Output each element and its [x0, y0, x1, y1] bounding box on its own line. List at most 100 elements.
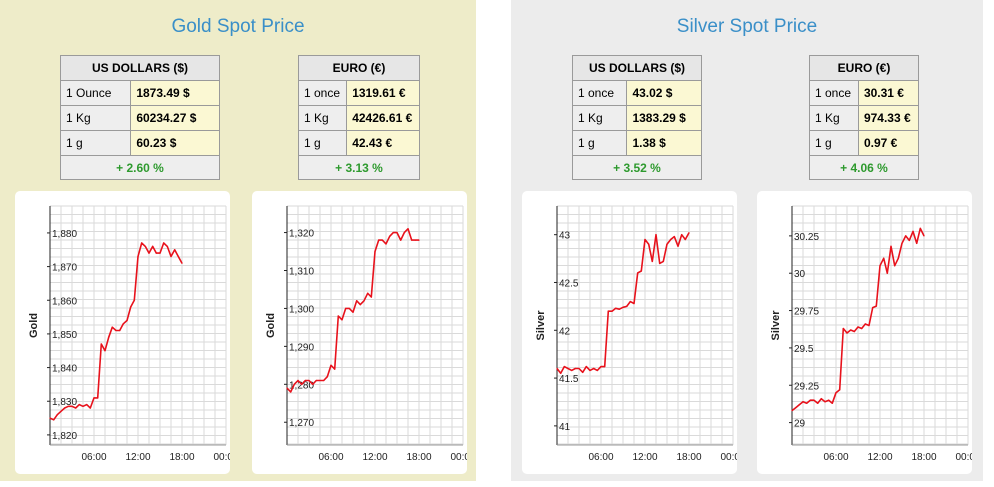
y-tick-label: 1,830	[52, 397, 77, 408]
x-tick-label: 18:00	[406, 452, 431, 463]
price-point	[159, 252, 161, 254]
price-point	[618, 308, 620, 310]
price-point	[389, 235, 391, 237]
unit-cell: 1 g	[571, 130, 628, 156]
table-row: 1 Kg 974.33 €	[809, 105, 920, 131]
price-point	[923, 235, 925, 237]
price-point	[604, 366, 606, 368]
price-point	[163, 242, 165, 244]
price-point	[341, 319, 343, 321]
unit-cell: 1 once	[297, 80, 348, 106]
price-cell: 60234.27 $	[130, 105, 220, 131]
price-point	[411, 239, 413, 241]
y-tick-label: 1,820	[52, 431, 77, 442]
y-tick-label: 1,840	[52, 364, 77, 375]
price-point	[144, 245, 146, 247]
price-point	[93, 397, 95, 399]
price-point	[791, 410, 793, 412]
price-cell: 60.23 $	[130, 130, 220, 156]
price-point	[177, 255, 179, 258]
y-tick-label: 29.5	[794, 344, 814, 355]
price-point	[644, 238, 646, 241]
price-point	[817, 402, 819, 404]
price-point	[67, 405, 69, 407]
price-point	[323, 379, 325, 382]
price-point	[607, 310, 609, 312]
price-point	[133, 299, 135, 301]
table-row: 1 once 1319.61 €	[297, 80, 420, 106]
price-point	[53, 419, 55, 421]
y-tick-label: 1,280	[289, 380, 314, 391]
price-point	[684, 238, 686, 241]
y-tick-label: 1,880	[52, 229, 77, 240]
price-point	[334, 368, 336, 370]
price-point	[582, 371, 584, 373]
silver-eur-chart: 29 29.25 29.5 29.75 30 30.25 06:00 12:00 18:00 00…	[757, 191, 972, 474]
price-cell: 43.02 $	[626, 80, 702, 106]
change-percent: + 3.52 %	[572, 155, 702, 180]
price-point	[666, 243, 668, 245]
price-point	[370, 296, 372, 298]
x-tick-label: 18:00	[676, 452, 701, 463]
x-tick-label: 06:00	[823, 452, 848, 463]
price-point	[560, 372, 562, 374]
price-cell: 42.43 €	[346, 130, 420, 156]
price-point	[148, 252, 150, 254]
price-point	[912, 230, 914, 232]
chart-canvas: 1,270 1,280 1,290 1,300 1,310 1,320 06:00 12:00…	[265, 205, 467, 463]
change-percent: + 2.60 %	[60, 155, 220, 180]
unit-cell: 1 Kg	[297, 105, 348, 131]
price-point	[622, 306, 624, 308]
table-row: 1 Kg 1383.29 $	[571, 105, 702, 131]
price-cell: 974.33 €	[857, 105, 920, 131]
y-tick-label: 42	[559, 326, 571, 337]
price-point	[108, 336, 110, 338]
price-point	[578, 367, 580, 370]
y-axis-label: Silver	[770, 310, 782, 341]
price-point	[802, 401, 804, 403]
price-point	[297, 379, 299, 382]
price-point	[308, 379, 310, 382]
price-point	[385, 243, 387, 245]
price-point	[392, 231, 394, 234]
price-cell: 1.38 $	[626, 130, 702, 156]
table-row: 1 once 43.02 $	[571, 80, 702, 106]
price-point	[130, 306, 132, 308]
price-point	[861, 327, 863, 330]
price-point	[655, 234, 657, 236]
y-tick-label: 30.25	[794, 232, 819, 243]
price-point	[367, 292, 369, 294]
price-point	[677, 245, 679, 247]
gold-eur-chart: 1,270 1,280 1,290 1,300 1,310 1,320 06:00 12:00…	[252, 191, 467, 474]
price-point	[407, 228, 409, 230]
price-point	[611, 310, 613, 312]
gold-usd-chart: 1,820 1,830 1,840 1,850 1,860 1,870 1,880 06:00…	[15, 191, 230, 474]
y-tick-label: 30	[794, 269, 806, 280]
price-point	[879, 265, 881, 267]
price-point	[56, 414, 58, 416]
change-percent: + 3.13 %	[298, 155, 420, 180]
price-cell: 30.31 €	[857, 80, 920, 106]
price-point	[89, 407, 91, 409]
price-point	[330, 364, 332, 366]
price-point	[846, 332, 848, 334]
price-point	[418, 239, 420, 241]
price-point	[883, 257, 885, 259]
unit-cell: 1 g	[809, 130, 859, 156]
table-row: 1 g 0.97 €	[809, 130, 920, 156]
price-point	[111, 326, 113, 328]
price-point	[337, 315, 339, 317]
price-point	[798, 404, 800, 406]
price-point	[897, 257, 899, 259]
x-tick-label: 12:00	[867, 452, 892, 463]
price-point	[301, 383, 303, 385]
silver-panel: Silver Spot Price US DOLLARS ($) 1 once …	[511, 0, 983, 481]
price-point	[155, 252, 157, 254]
price-point	[831, 402, 833, 404]
price-point	[886, 272, 888, 274]
price-point	[864, 323, 866, 325]
price-point	[403, 231, 405, 234]
price-point	[348, 307, 350, 310]
price-point	[75, 407, 77, 409]
table-row: 1 Kg 60234.27 $	[59, 105, 220, 131]
